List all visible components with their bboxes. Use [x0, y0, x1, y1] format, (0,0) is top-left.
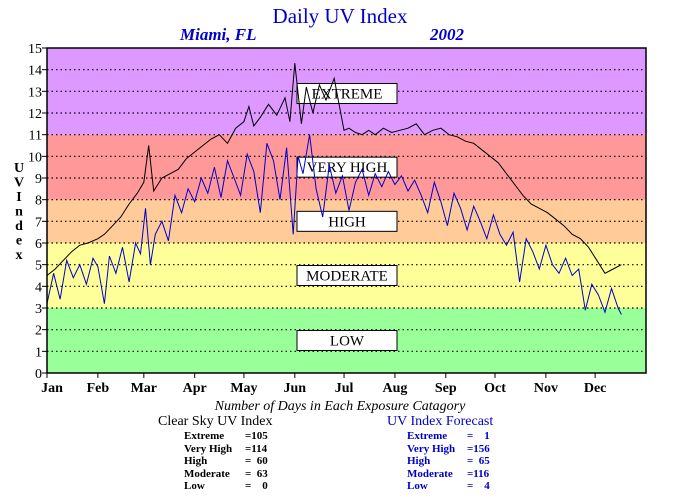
x-tick-label: Feb [87, 381, 110, 396]
count-value: =156 [467, 442, 490, 455]
x-tick-label: Aug [382, 381, 407, 396]
x-tick-label: Dec [584, 381, 607, 396]
y-axis-title-letter: e [16, 234, 22, 249]
count-value: = 4 [467, 480, 490, 492]
x-tick-label: Jan [41, 381, 63, 396]
y-tick-label: 4 [35, 280, 42, 295]
count-value: = 0 [245, 480, 268, 492]
count-value: = 1 [467, 430, 490, 442]
y-tick-label: 13 [28, 85, 42, 100]
y-tick-label: 2 [35, 324, 42, 339]
chart-year: 2002 [430, 25, 464, 44]
y-tick-label: 11 [29, 129, 42, 144]
y-tick-label: 0 [35, 367, 42, 382]
y-axis-title-letter: I [16, 190, 21, 205]
forecast-series-line [46, 134, 622, 315]
clear-sky-counts-title: Clear Sky UV Index [158, 414, 273, 429]
y-tick-label: 1 [35, 345, 42, 360]
band-label-high: HIGH [328, 214, 366, 230]
count-label: High [184, 455, 208, 467]
count-label: Extreme [407, 430, 448, 442]
x-tick-label: Jul [335, 381, 354, 396]
y-axis-title-letter: V [14, 176, 24, 191]
count-value: =116 [467, 467, 490, 480]
count-row: Low = 4 [407, 480, 517, 493]
y-tick-label: 12 [28, 107, 42, 122]
y-tick-label: 14 [28, 64, 42, 79]
band-label-box-low [296, 330, 398, 351]
y-tick-label: 6 [35, 237, 42, 252]
count-label: High [407, 455, 431, 467]
count-label: Very High [407, 442, 456, 455]
chart-location: Miami, FL [180, 25, 257, 44]
y-tick-label: 5 [35, 259, 42, 274]
count-row: High = 65 [407, 455, 517, 468]
x-tick-label: Sep [435, 381, 457, 396]
count-row: Extreme = 1 [407, 430, 517, 443]
y-axis-title-letter: x [16, 248, 23, 263]
count-label: Extreme [184, 430, 225, 442]
y-tick-label: 10 [28, 150, 42, 165]
count-row: Very High =156 [407, 443, 517, 456]
y-axis-title-letter: n [15, 205, 23, 220]
count-label: Very High [184, 442, 233, 455]
plot-frame [46, 47, 647, 374]
counts-title: Number of Days in Each Exposure Catagory [214, 399, 466, 414]
forecast-counts-title: UV Index Forecast [387, 414, 494, 429]
x-tick-label: Oct [484, 381, 506, 396]
count-row: High = 60 [184, 455, 294, 468]
band-label-box-high [296, 210, 398, 232]
x-tick-label: May [230, 381, 257, 396]
clear-sky-series-line [46, 63, 622, 276]
y-axis-title-letter: U [14, 161, 24, 176]
y-tick-label: 9 [35, 172, 42, 187]
y-tick-label: 3 [35, 302, 42, 317]
x-tick-label: Nov [534, 381, 558, 396]
count-label: Low [407, 480, 428, 492]
band-label-moderate: MODERATE [306, 269, 388, 285]
count-row: Extreme =105 [184, 430, 294, 443]
band-label-box-extreme [296, 83, 398, 104]
y-axis-title-letter: d [15, 219, 23, 234]
band-label-extreme: EXTREME [312, 87, 383, 103]
count-value: = 60 [245, 455, 268, 467]
x-tick-label: Jun [284, 381, 307, 396]
x-tick-label: Mar [131, 381, 157, 396]
count-row: Low = 0 [184, 480, 294, 493]
y-tick-label: 15 [28, 42, 42, 57]
count-value: = 65 [467, 455, 490, 467]
y-tick-label: 7 [35, 215, 42, 230]
x-tick-label: Apr [183, 381, 207, 396]
count-row: Very High =114 [184, 443, 294, 456]
count-label: Moderate [184, 467, 230, 480]
chart-title: Daily UV Index [272, 4, 408, 28]
count-value: =105 [245, 430, 268, 442]
band-label-box-moderate [296, 265, 398, 286]
count-label: Moderate [407, 467, 453, 480]
count-value: = 63 [245, 467, 268, 480]
band-label-very-high: VERY HIGH [307, 160, 388, 176]
count-row: Moderate = 63 [184, 468, 294, 481]
band-label-low: LOW [330, 334, 365, 350]
count-row: Moderate =116 [407, 468, 517, 481]
count-label: Low [184, 480, 205, 492]
y-tick-label: 8 [35, 194, 42, 209]
count-value: =114 [245, 442, 268, 455]
